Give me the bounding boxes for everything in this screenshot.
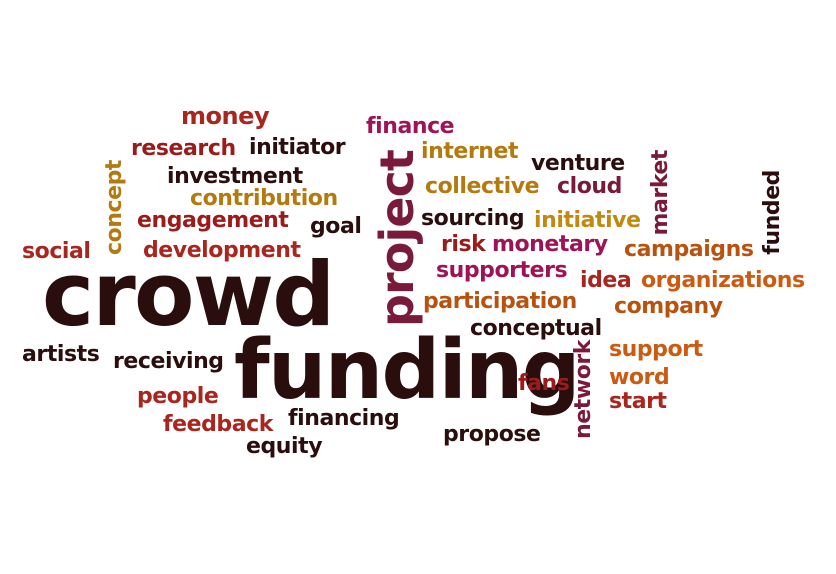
cloud-word-feedback: feedback (163, 412, 273, 437)
cloud-word-research: research (131, 136, 236, 161)
cloud-word-monetary: monetary (492, 232, 608, 257)
cloud-word-supporters: supporters (436, 258, 568, 283)
cloud-word-development: development (143, 238, 301, 263)
cloud-word-crowd: crowd (42, 243, 335, 346)
cloud-word-investment: investment (167, 164, 303, 189)
cloud-word-fans: fans (518, 371, 570, 396)
cloud-word-funding: funding (234, 323, 580, 418)
cloud-word-funded: funded (760, 170, 785, 255)
cloud-word-initiative: initiative (534, 208, 641, 233)
cloud-word-venture: venture (531, 151, 625, 176)
cloud-word-cloud: cloud (557, 174, 622, 199)
cloud-word-social: social (22, 239, 91, 264)
cloud-word-network: network (571, 340, 596, 439)
cloud-word-conceptual: conceptual (470, 316, 602, 341)
cloud-word-artists: artists (22, 342, 100, 367)
cloud-word-receiving: receiving (113, 349, 224, 374)
cloud-word-campaigns: campaigns (624, 237, 754, 262)
cloud-word-organizations: organizations (641, 268, 805, 293)
cloud-word-participation: participation (423, 289, 577, 314)
cloud-word-propose: propose (443, 422, 541, 447)
cloud-word-risk: risk (441, 232, 486, 257)
cloud-word-word: word (609, 365, 670, 390)
cloud-word-collective: collective (425, 174, 540, 199)
cloud-word-support: support (609, 337, 703, 362)
cloud-word-equity: equity (246, 434, 323, 459)
cloud-word-idea: idea (580, 268, 632, 293)
cloud-word-goal: goal (310, 214, 362, 239)
cloud-word-people: people (137, 384, 219, 409)
cloud-word-contribution: contribution (190, 186, 338, 211)
cloud-word-internet: internet (421, 139, 519, 164)
cloud-word-concept: concept (102, 160, 127, 255)
cloud-word-project: project (370, 150, 424, 327)
cloud-word-engagement: engagement (137, 208, 289, 233)
cloud-word-company: company (614, 294, 723, 319)
cloud-word-money: money (181, 102, 270, 130)
cloud-word-initiator: initiator (249, 135, 346, 160)
cloud-word-start: start (609, 389, 667, 414)
cloud-word-financing: financing (288, 406, 400, 431)
cloud-word-finance: finance (366, 114, 455, 139)
cloud-word-market: market (648, 150, 673, 236)
cloud-word-sourcing: sourcing (421, 206, 525, 231)
